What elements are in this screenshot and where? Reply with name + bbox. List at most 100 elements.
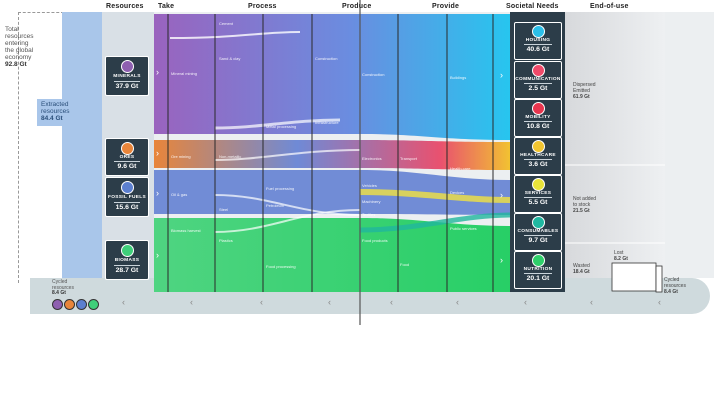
eou-line: Dispersed: [573, 82, 596, 88]
flow-label: Devices: [450, 190, 465, 195]
need-name: HOUSING: [525, 38, 551, 43]
need-value: 3.6 Gt: [528, 161, 548, 168]
nav-back-arrow[interactable]: ‹: [456, 297, 459, 307]
eou-value: 18.4 Gt: [573, 269, 590, 275]
cycled-right-label: Cycled resources 8.4 Gt: [664, 277, 686, 295]
flow-biomass: [154, 218, 512, 292]
nav-back-arrow[interactable]: ‹: [260, 297, 263, 307]
header-take: Take: [158, 3, 175, 10]
nav-back-arrow[interactable]: ‹: [658, 297, 661, 307]
resource-value: 9.6 Gt: [117, 163, 137, 170]
flow-label: Food products: [362, 238, 388, 243]
lost-box: [611, 262, 657, 292]
eou-lost: Lost 8.2 Gt: [614, 250, 628, 262]
chevron-right-icon: ›: [156, 250, 159, 260]
need-tile-healthcare[interactable]: HEALTHCARE 3.6 Gt: [514, 137, 562, 175]
cycled-left-value: 8.4 Gt: [52, 290, 66, 296]
need-value: 40.6 Gt: [526, 46, 550, 53]
need-value: 20.1 Gt: [526, 275, 550, 282]
need-tile-nutrition[interactable]: NUTRITION 20.1 Gt: [514, 251, 562, 289]
need-value: 2.5 Gt: [528, 85, 548, 92]
nav-back-arrow[interactable]: ‹: [122, 297, 125, 307]
resource-name: MINERALS: [113, 74, 141, 79]
dashed-total-bracket: [18, 12, 64, 283]
legend-dot-fossil[interactable]: [76, 299, 87, 310]
total-line: economy: [5, 54, 32, 61]
flow-label: Construction: [315, 56, 338, 61]
header-end-of-use: End-of-use: [590, 3, 629, 10]
extracted-line: resources: [41, 108, 70, 115]
flow-label: Ore mining: [171, 154, 191, 159]
flow-label: Fuel processing: [266, 186, 295, 191]
right-gray-panel: [565, 12, 665, 278]
stream-3: [214, 149, 361, 161]
flow-label: Food processing: [266, 264, 296, 269]
need-name: HEALTHCARE: [520, 153, 556, 158]
tile-divider: [524, 83, 552, 84]
legend-dot-biomass[interactable]: [88, 299, 99, 310]
eou-line: Emitted: [573, 88, 590, 94]
flow-label: Oil & gas: [171, 192, 188, 197]
tile-divider: [524, 235, 552, 236]
flow-label: Construction: [362, 72, 385, 77]
total-line: resources: [5, 33, 34, 40]
chevron-right-icon: ›: [500, 70, 503, 80]
tile-divider: [524, 121, 552, 122]
tile-divider: [524, 197, 552, 198]
extracted-line: Extracted: [41, 101, 69, 108]
flow-label: Textiles: [362, 212, 376, 217]
need-value: 9.7 Gt: [528, 237, 548, 244]
eou-not-added: Not added to stock 21.5 Gt: [573, 196, 596, 214]
stream-1: [169, 31, 301, 39]
header-produce: Produce: [342, 3, 372, 10]
tile-divider: [524, 159, 552, 160]
header-resources: Resources: [106, 3, 144, 10]
resource-tile-ores[interactable]: ORES 9.6 Gt: [105, 138, 149, 176]
need-name: COMMUNICATION: [515, 77, 561, 82]
legend-dot-minerals[interactable]: [52, 299, 63, 310]
need-tile-consumables[interactable]: CONSUMABLES 9.7 Gt: [514, 213, 562, 251]
minerals-icon: [121, 60, 134, 73]
extracted-value: 84.4 Gt: [41, 115, 63, 122]
healthcare-icon: [532, 140, 545, 153]
resource-tile-minerals[interactable]: MINERALS 37.9 Gt: [105, 56, 149, 96]
nav-back-arrow[interactable]: ‹: [328, 297, 331, 307]
need-tile-communication[interactable]: COMMUNICATION 2.5 Gt: [514, 61, 562, 99]
mobility-icon: [532, 102, 545, 115]
nav-back-arrow[interactable]: ‹: [190, 297, 193, 307]
need-name: NUTRITION: [523, 267, 553, 272]
flow-label: Food: [400, 262, 410, 267]
tile-divider: [114, 202, 140, 203]
housing-icon: [532, 25, 545, 38]
communication-icon: [532, 64, 545, 77]
services-icon: [532, 178, 545, 191]
stream-7: [359, 212, 513, 233]
extracted-band: [62, 12, 102, 292]
total-resources-note: Total resources entering the global econ…: [5, 26, 34, 68]
tile-divider: [524, 44, 552, 45]
tile-divider: [114, 81, 140, 82]
cycled-right-box: [655, 265, 663, 293]
legend-dot-ores[interactable]: [64, 299, 75, 310]
stream-4: [214, 194, 361, 216]
need-tile-mobility[interactable]: MOBILITY 10.8 Gt: [514, 99, 562, 137]
cycled-left-line: Cycled: [52, 279, 68, 285]
resource-tile-fossil-fuels[interactable]: FOSSIL FUELS 15.6 Gt: [105, 177, 149, 217]
ores-icon: [121, 142, 134, 155]
nav-back-arrow[interactable]: ‹: [524, 297, 527, 307]
nav-back-arrow[interactable]: ‹: [590, 297, 593, 307]
cycled-right-line: resources: [664, 283, 686, 289]
flow-label: Sand & clay: [219, 56, 241, 61]
need-tile-housing[interactable]: HOUSING 40.6 Gt: [514, 22, 562, 60]
nav-back-arrow[interactable]: ‹: [390, 297, 393, 307]
resource-name: BIOMASS: [114, 258, 140, 263]
cycled-left-line: resources: [52, 284, 74, 291]
flow-label: Petroleum: [266, 203, 285, 208]
eou-wasted: Wasted 18.4 Gt: [573, 263, 590, 275]
need-tile-services[interactable]: SERVICES 5.5 Gt: [514, 175, 562, 213]
chevron-right-icon: ›: [156, 148, 159, 158]
resource-tile-biomass[interactable]: BIOMASS 28.7 Gt: [105, 240, 149, 280]
total-line: entering: [5, 40, 29, 47]
need-name: CONSUMABLES: [517, 229, 559, 234]
